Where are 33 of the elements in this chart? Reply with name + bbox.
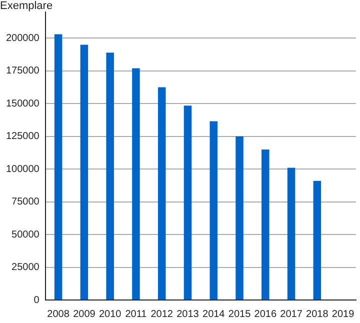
y-tick-label: 25000 — [12, 262, 40, 274]
y-tick-label: 50000 — [12, 229, 40, 240]
bar — [313, 180, 322, 300]
bar — [80, 44, 88, 300]
x-tick-label: 2015 — [228, 308, 252, 320]
y-tick-label: 150000 — [6, 98, 40, 110]
bar — [210, 121, 218, 300]
x-tick-label: 2019 — [332, 308, 355, 320]
bar — [158, 87, 166, 300]
bar — [236, 136, 244, 300]
y-tick-label: 200000 — [6, 32, 40, 44]
y-tick-label: 175000 — [6, 66, 40, 77]
bar — [287, 168, 296, 300]
x-tick-label: 2014 — [202, 308, 226, 320]
y-axis-title: Exemplare — [0, 0, 53, 12]
x-tick-label: 2012 — [150, 308, 174, 320]
bar — [54, 34, 62, 300]
bar — [106, 52, 114, 300]
x-tick-label: 2017 — [280, 308, 303, 320]
y-tick-label: 0 — [34, 294, 40, 306]
x-tick-label: 2013 — [176, 308, 200, 320]
y-tick-label: 100000 — [6, 164, 40, 175]
x-tick-label: 2016 — [254, 308, 277, 320]
y-tick-label: 75000 — [12, 196, 40, 208]
x-tick-label: 2018 — [306, 308, 329, 320]
x-tick-label: 2008 — [47, 308, 70, 320]
x-tick-label: 2011 — [125, 308, 148, 320]
bar — [184, 106, 192, 300]
bar — [262, 149, 270, 300]
y-tick-label: 125000 — [6, 131, 40, 142]
x-tick-label: 2010 — [98, 308, 122, 320]
bar — [132, 68, 140, 300]
x-tick-label: 2009 — [73, 308, 96, 320]
